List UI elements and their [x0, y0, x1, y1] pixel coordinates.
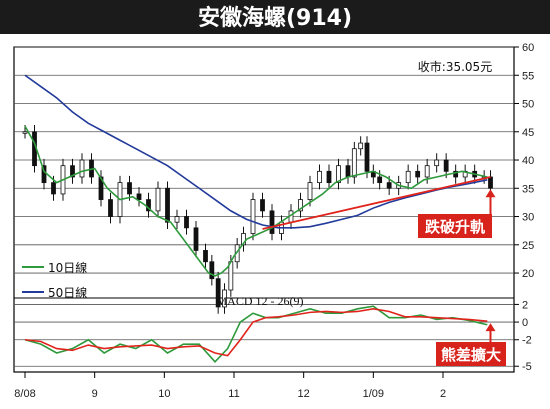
candle-body [215, 278, 221, 308]
candle-layer [22, 124, 493, 314]
close-price-label: 收市:35.05元 [418, 59, 492, 74]
uptrend-line [262, 176, 491, 230]
candle-body [155, 187, 161, 212]
price-ytick-label: 35 [522, 183, 534, 195]
candle-body [351, 148, 357, 178]
candle-body [228, 261, 234, 291]
candle-body [51, 182, 56, 195]
macd-ytick-label: -2 [522, 335, 532, 347]
candle-body [377, 176, 383, 184]
candle-body [127, 182, 132, 195]
annotation-bear-gap: 熊差擴大 [436, 342, 506, 366]
ma10-line [24, 125, 488, 277]
candle-body [70, 165, 75, 178]
annotation-box-top [418, 214, 492, 238]
xtick-label: 1/09 [363, 388, 384, 400]
annotation-break-support: 跌破升軌 [418, 214, 492, 238]
xtick-label: 9 [92, 388, 98, 400]
candle-body [336, 165, 341, 184]
macd-label: MACD 12 - 26(9) [217, 294, 304, 308]
candle-body [298, 199, 303, 212]
macd-ytick-label: 0 [522, 317, 528, 329]
candle-body [358, 142, 364, 150]
xtick-label: 10 [158, 388, 170, 400]
candle-body [443, 159, 449, 172]
legend-label-ma10: 10日線 [48, 260, 87, 275]
candle-body [222, 289, 227, 308]
signal-line [24, 308, 488, 357]
annotation-text-bottom: 熊差擴大 [441, 346, 501, 364]
price-ytick-label: 30 [522, 212, 534, 224]
annotation-box-bottom [436, 342, 506, 366]
price-ytick-label: 40 [522, 155, 534, 167]
xtick-label: 8/08 [14, 388, 35, 400]
candle-body [307, 182, 313, 200]
line-layer [24, 74, 491, 277]
candle-body [405, 170, 411, 184]
annotation-text-top: 跌破升軌 [425, 218, 485, 236]
candle-body [209, 261, 215, 280]
xtick-label: 2 [440, 388, 446, 400]
candle-body [345, 165, 351, 178]
legend: 10日線 50日線 [22, 260, 87, 300]
candle-body [241, 233, 246, 246]
candle-body [415, 170, 421, 178]
price-ytick-label: 60 [522, 42, 534, 54]
candle-body [424, 165, 430, 178]
annotation-arrowhead-top [485, 189, 496, 198]
candle-body [174, 216, 180, 223]
price-ytick-label: 25 [522, 240, 534, 252]
price-ytick-label: 55 [522, 70, 534, 82]
price-ytick-label: 45 [522, 127, 534, 139]
candle-body [184, 216, 189, 229]
candle-body [260, 199, 265, 212]
tick-layer: 20 25 30 35 40 45 50 55 60 -5 -2 0 2 8/08 9 10 11 12 1/09 2 [14, 42, 534, 400]
xtick-label: 12 [298, 388, 310, 400]
macd-layer [24, 305, 488, 363]
macd-line [24, 305, 488, 363]
candle-body [269, 210, 275, 234]
candle-body [317, 170, 322, 184]
candle-body [193, 227, 199, 251]
candle-body [326, 170, 332, 184]
xtick-label: 11 [228, 388, 239, 400]
macd-ytick-label: -5 [522, 361, 532, 373]
title-banner [0, 0, 550, 34]
candle-body [136, 193, 142, 200]
price-ytick-label: 50 [522, 99, 534, 111]
candle-body [165, 187, 170, 223]
legend-label-ma50: 50日線 [48, 285, 87, 300]
macd-ytick-label: 2 [522, 299, 528, 311]
candle-body [434, 159, 440, 167]
price-ytick-label: 20 [522, 268, 534, 280]
candle-body [386, 182, 392, 189]
annotation-arrowhead-bottom [485, 323, 496, 332]
candle-body [22, 131, 28, 134]
candle-body [108, 199, 113, 217]
candle-body [488, 176, 493, 189]
candle-body [203, 250, 208, 263]
candle-body [453, 170, 459, 178]
chart-title: 安徽海螺(914) [198, 5, 352, 31]
arrow-layer [485, 189, 496, 342]
ma50-line [24, 74, 488, 229]
candle-body [250, 199, 256, 234]
candle-body [364, 142, 370, 172]
candle-body [79, 159, 85, 178]
